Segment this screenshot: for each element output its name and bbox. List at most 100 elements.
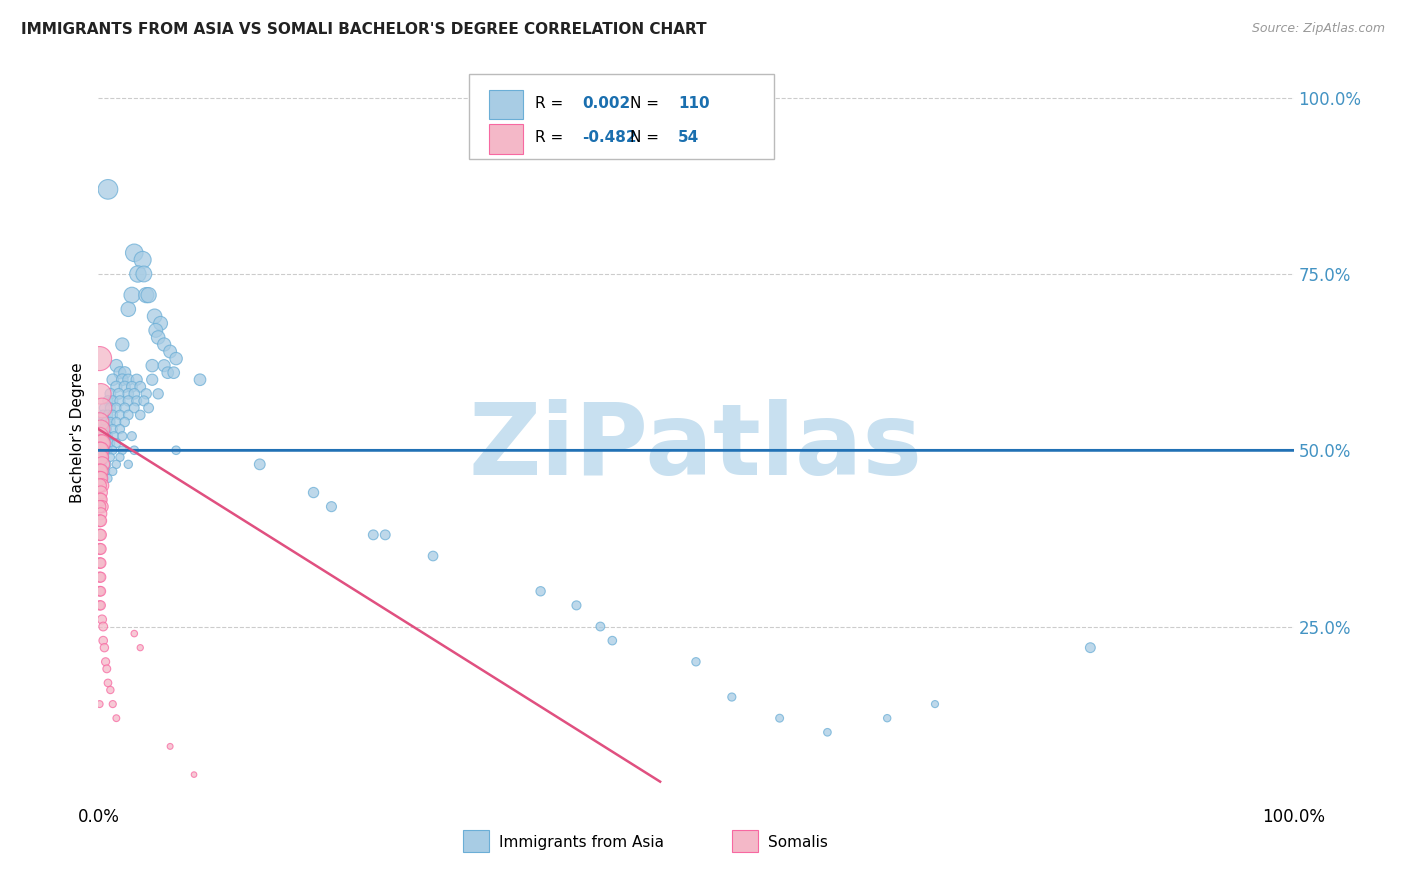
Point [188, 373, 211, 387]
Point [98, 415, 122, 429]
Point [117, 458, 139, 472]
Point [374, 528, 396, 542]
Point [105, 458, 128, 472]
Point [143, 310, 166, 324]
Point [90, 514, 112, 528]
Point [249, 458, 271, 472]
Point [97, 408, 120, 422]
Point [103, 429, 125, 443]
Point [768, 711, 790, 725]
Point [159, 739, 181, 754]
Point [105, 436, 128, 450]
Point [124, 443, 146, 458]
Point [148, 387, 170, 401]
Point [117, 393, 139, 408]
Point [89, 415, 111, 429]
Point [93, 640, 115, 655]
Point [138, 288, 160, 302]
Point [108, 450, 131, 465]
Point [589, 619, 612, 633]
Point [156, 366, 179, 380]
Point [91, 429, 114, 443]
Text: 110: 110 [678, 95, 710, 111]
Point [125, 373, 148, 387]
Point [90, 507, 112, 521]
Text: 54: 54 [678, 130, 699, 145]
Point [90, 464, 112, 478]
Point [114, 380, 136, 394]
Point [107, 387, 129, 401]
Point [89, 570, 111, 584]
Point [124, 401, 146, 415]
Point [91, 458, 114, 472]
Point [90, 450, 112, 465]
Point [90, 436, 112, 450]
Point [721, 690, 744, 704]
Point [98, 436, 122, 450]
Text: IMMIGRANTS FROM ASIA VS SOMALI BACHELOR'S DEGREE CORRELATION CHART: IMMIGRANTS FROM ASIA VS SOMALI BACHELOR'… [21, 22, 707, 37]
Text: Immigrants from Asia: Immigrants from Asia [499, 835, 664, 849]
Point [815, 725, 838, 739]
Point [141, 373, 163, 387]
Point [97, 182, 120, 196]
Point [90, 436, 112, 450]
Point [132, 267, 155, 281]
Point [129, 380, 152, 394]
Point [111, 373, 134, 387]
Point [101, 697, 124, 711]
Point [91, 478, 114, 492]
Point [89, 541, 111, 556]
Point [685, 655, 707, 669]
Point [101, 393, 124, 408]
Point [153, 337, 176, 351]
Point [117, 387, 139, 401]
Point [91, 500, 114, 514]
Point [602, 633, 624, 648]
Point [98, 387, 122, 401]
Point [90, 541, 112, 556]
Point [91, 422, 114, 436]
Text: Somalis: Somalis [768, 835, 828, 849]
Point [98, 450, 122, 465]
Point [111, 337, 134, 351]
Point [117, 302, 139, 317]
Point [876, 711, 898, 725]
Point [91, 458, 114, 472]
Point [124, 387, 146, 401]
Point [97, 443, 120, 458]
Point [114, 415, 136, 429]
Point [129, 640, 152, 655]
Point [89, 697, 111, 711]
Point [94, 464, 117, 478]
Point [165, 443, 187, 458]
Point [89, 429, 111, 443]
Point [90, 443, 112, 458]
Point [1080, 640, 1102, 655]
Point [111, 429, 134, 443]
Point [302, 485, 325, 500]
FancyBboxPatch shape [489, 90, 523, 120]
Point [924, 697, 946, 711]
Point [89, 450, 111, 465]
Point [363, 528, 385, 542]
Point [93, 443, 115, 458]
Text: N =: N = [630, 130, 659, 145]
Point [105, 359, 128, 373]
Point [127, 267, 149, 281]
Point [124, 626, 146, 640]
Point [90, 584, 112, 599]
Point [91, 415, 114, 429]
Point [90, 443, 112, 458]
Point [105, 711, 128, 725]
Point [91, 471, 114, 485]
FancyBboxPatch shape [489, 124, 523, 153]
Point [97, 429, 120, 443]
Point [105, 415, 128, 429]
Point [101, 443, 124, 458]
Point [90, 485, 112, 500]
Point [91, 401, 114, 415]
Text: Source: ZipAtlas.com: Source: ZipAtlas.com [1251, 22, 1385, 36]
Point [91, 408, 114, 422]
Point [135, 288, 157, 302]
Point [183, 767, 205, 781]
